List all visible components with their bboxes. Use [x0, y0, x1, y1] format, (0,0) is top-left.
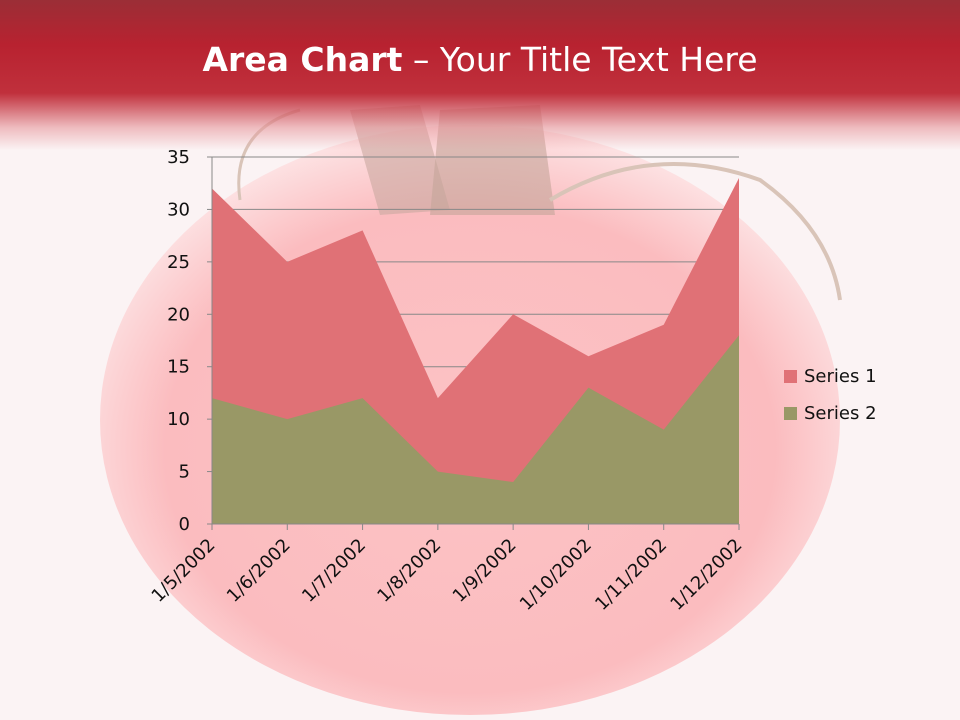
legend-item-series-1: Series 1: [784, 358, 877, 395]
legend-swatch-series-2: [784, 407, 797, 420]
title-rest: – Your Title Text Here: [402, 40, 758, 79]
x-tick-label: 1/9/2002: [449, 535, 521, 607]
title-bold: Area Chart: [202, 40, 403, 79]
legend-label: Series 2: [804, 403, 877, 424]
x-tick-label: 1/7/2002: [298, 535, 370, 607]
y-tick-label: 0: [179, 514, 190, 535]
y-tick-label: 5: [179, 462, 190, 483]
y-tick-label: 35: [167, 147, 190, 168]
x-tick-label: 1/10/2002: [516, 535, 596, 615]
y-tick-label: 10: [167, 409, 190, 430]
x-tick-label: 1/12/2002: [666, 535, 746, 615]
area-series-2: [212, 335, 739, 524]
y-tick-label: 30: [167, 199, 190, 220]
legend-swatch-series-1: [784, 370, 797, 383]
legend-label: Series 1: [804, 366, 877, 387]
legend: Series 1 Series 2: [784, 358, 877, 432]
x-tick-label: 1/6/2002: [223, 535, 295, 607]
legend-item-series-2: Series 2: [784, 395, 877, 432]
x-tick-label: 1/11/2002: [591, 535, 671, 615]
y-tick-label: 20: [167, 304, 190, 325]
y-tick-label: 25: [167, 252, 190, 273]
title-bar: Area Chart – Your Title Text Here: [0, 0, 960, 150]
x-tick-label: 1/8/2002: [373, 535, 445, 607]
x-tick-label: 1/5/2002: [148, 535, 220, 607]
slide-title: Area Chart – Your Title Text Here: [0, 40, 960, 79]
y-tick-label: 15: [167, 357, 190, 378]
